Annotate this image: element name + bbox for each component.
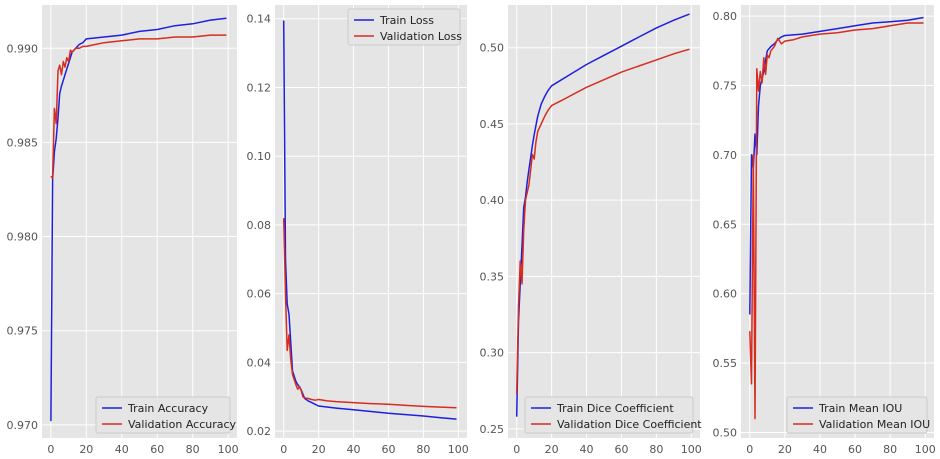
y-tick-label: 0.30: [480, 347, 505, 360]
legend-entry: Validation Accuracy: [128, 418, 237, 431]
y-tick-label: 0.70: [713, 149, 738, 162]
plot-area: [508, 5, 700, 438]
series-line-1: [282, 20, 457, 420]
x-tick-label: 80: [883, 443, 897, 456]
x-tick-label: 40: [347, 443, 361, 456]
x-tick-label: 40: [813, 443, 827, 456]
legend-box: [786, 396, 928, 434]
x-tick-label: 20: [545, 443, 559, 456]
x-tick-label: 0: [47, 443, 54, 456]
legend-box: [524, 396, 694, 434]
x-tick-label: 20: [312, 443, 326, 456]
y-tick-label: 0.990: [7, 42, 39, 55]
legend: Train Loss Validation Loss: [347, 8, 462, 46]
x-tick-label: 60: [614, 443, 628, 456]
series-line-2: [282, 218, 457, 409]
y-tick-label: 0.975: [7, 325, 39, 338]
series-line-2: [515, 48, 690, 394]
y-tick-label: 0.980: [7, 231, 39, 244]
y-tick-label: 0.14: [247, 13, 272, 26]
x-tick-label: 80: [186, 443, 200, 456]
x-tick-label: 100: [681, 443, 702, 456]
x-tick-label: 0: [746, 443, 753, 456]
series-line-2: [749, 22, 924, 420]
y-tick-label: 0.02: [247, 425, 272, 438]
chart-panel-2: 0 20 40 60 80 100 0.02 0.04 0.06 0.08 0.10 0.12 0.14…: [247, 5, 469, 456]
chart-panel-4: 0 20 40 60 80 100 0.50 0.55 0.60 0.65 0.70 0.75 0.80…: [713, 5, 936, 456]
series-line-2: [50, 34, 227, 179]
y-tick-label: 0.06: [247, 288, 272, 301]
series-line-1: [515, 13, 690, 417]
plot-area: [275, 5, 467, 438]
y-tick-label: 0.65: [713, 218, 738, 231]
plot-area: [42, 5, 237, 438]
y-tick-label: 0.45: [480, 118, 505, 131]
x-tick-label: 0: [513, 443, 520, 456]
y-tick-label: 0.55: [713, 357, 738, 370]
y-tick-label: 0.985: [7, 136, 39, 149]
x-tick-label: 40: [115, 443, 129, 456]
x-tick-label: 40: [580, 443, 594, 456]
y-tick-label: 0.10: [247, 150, 272, 163]
y-tick-label: 0.35: [480, 270, 505, 283]
chart-panel-1: 0 20 40 60 80 100 0.970 0.975 0.980 0.985 0.990 Tra…: [7, 5, 239, 456]
legend: Train Mean IOU Validation Mean IOU: [786, 396, 930, 434]
y-tick-label: 0.75: [713, 79, 738, 92]
y-tick-label: 0.25: [480, 423, 505, 436]
legend-entry: Validation Loss: [380, 30, 462, 43]
legend-entry: Train Loss: [379, 14, 434, 27]
legend: Train Dice Coefficient Validation Dice Co…: [524, 396, 702, 434]
plot-area: [741, 5, 934, 438]
y-tick-label: 0.50: [713, 426, 738, 439]
x-tick-label: 0: [280, 443, 287, 456]
y-tick-label: 0.12: [247, 81, 272, 94]
x-tick-label: 100: [915, 443, 936, 456]
legend-entry: Validation Mean IOU: [819, 418, 930, 431]
legend: Train Accuracy Validation Accuracy: [95, 396, 237, 434]
x-tick-label: 100: [448, 443, 469, 456]
x-tick-label: 20: [79, 443, 93, 456]
legend-entry: Validation Dice Coefficient: [557, 418, 702, 431]
y-tick-label: 0.04: [247, 356, 272, 369]
x-tick-label: 60: [150, 443, 164, 456]
legend-box: [95, 396, 231, 434]
legend-entry: Train Dice Coefficient: [556, 402, 674, 415]
legend-entry: Train Accuracy: [127, 402, 209, 415]
y-tick-label: 0.60: [713, 288, 738, 301]
x-tick-label: 100: [218, 443, 239, 456]
y-tick-label: 0.50: [480, 42, 505, 55]
y-tick-label: 0.40: [480, 194, 505, 207]
x-tick-label: 80: [416, 443, 430, 456]
y-tick-label: 0.08: [247, 219, 272, 232]
x-tick-label: 60: [848, 443, 862, 456]
x-tick-label: 80: [649, 443, 663, 456]
legend-box: [347, 8, 461, 46]
y-tick-label: 0.970: [7, 419, 39, 432]
chart-panel-3: 0 20 40 60 80 100 0.25 0.30 0.35 0.40 0.45 0.50 Trai…: [480, 5, 702, 456]
x-tick-label: 20: [778, 443, 792, 456]
x-tick-label: 60: [381, 443, 395, 456]
legend-entry: Train Mean IOU: [818, 402, 902, 415]
y-tick-label: 0.80: [713, 10, 738, 23]
